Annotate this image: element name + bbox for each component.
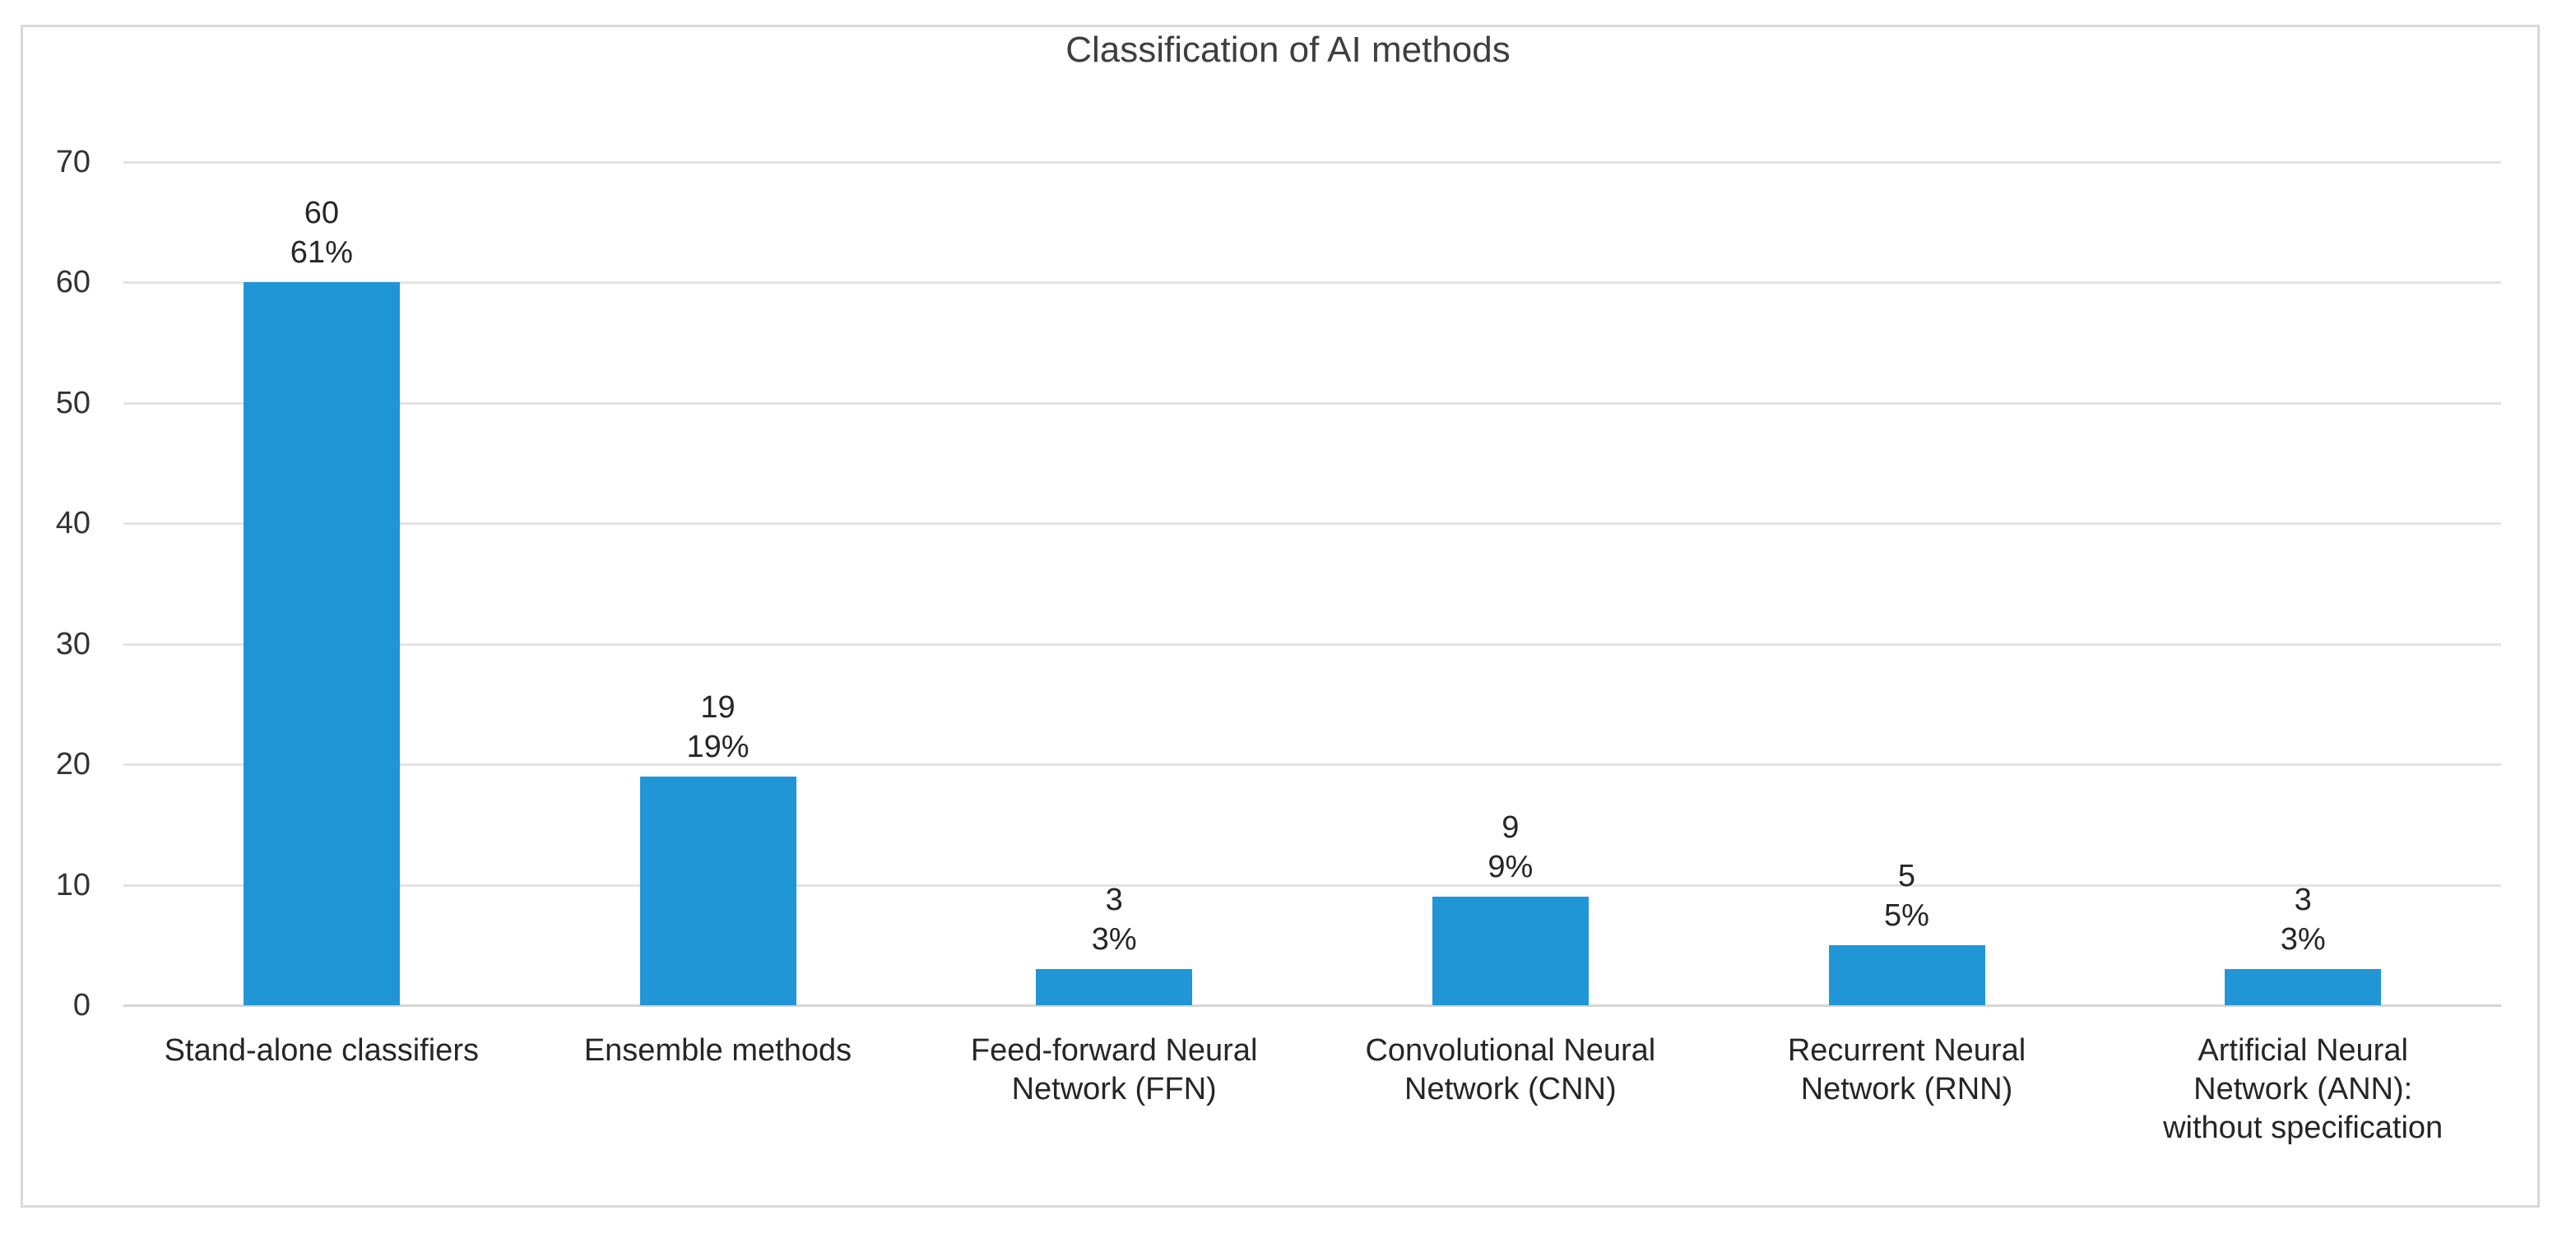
bar-value-label: 3 3% [2280,883,2326,958]
bar-value-label: 19 19% [686,689,750,764]
category-label: Artificial Neural Network (ANN): without… [2163,1033,2444,1145]
y-tick-label: 60 [55,265,91,300]
x-axis-line [123,1004,2501,1007]
category-label: Recurrent Neural Network (RNN) [1787,1033,2026,1106]
bar-value-label: 5 5% [1884,858,1929,933]
bar-value-label: 9 9% [1488,810,1534,885]
gridline [123,161,2501,164]
y-tick-label: 30 [55,626,91,661]
category-label: Feed-forward Neural Network (FFN) [970,1033,1258,1106]
gridline [123,642,2501,646]
bar-value-label: 3 3% [1091,883,1137,958]
y-tick-label: 50 [55,385,91,420]
y-tick-label: 40 [55,506,91,541]
bar-value-label: 60 61% [290,196,353,271]
bar [1828,944,1985,1005]
gridline [123,281,2501,285]
bar [2225,969,2382,1005]
y-tick-label: 70 [55,145,91,179]
bar [1036,969,1193,1005]
gridline [123,401,2501,405]
bar [243,282,400,1005]
y-tick-label: 20 [55,747,91,782]
chart-frame [21,25,2540,1208]
gridline [123,522,2501,526]
category-label: Ensemble methods [583,1033,852,1068]
y-tick-label: 0 [72,988,91,1023]
bar [1432,897,1589,1005]
chart-title: Classification of AI methods [1065,30,1511,70]
gridline [123,763,2501,767]
category-label: Stand-alone classifiers [164,1033,479,1068]
category-label: Convolutional Neural Network (CNN) [1365,1033,1656,1106]
gridline [123,884,2501,887]
bar [639,776,796,1005]
y-tick-label: 10 [55,867,91,902]
